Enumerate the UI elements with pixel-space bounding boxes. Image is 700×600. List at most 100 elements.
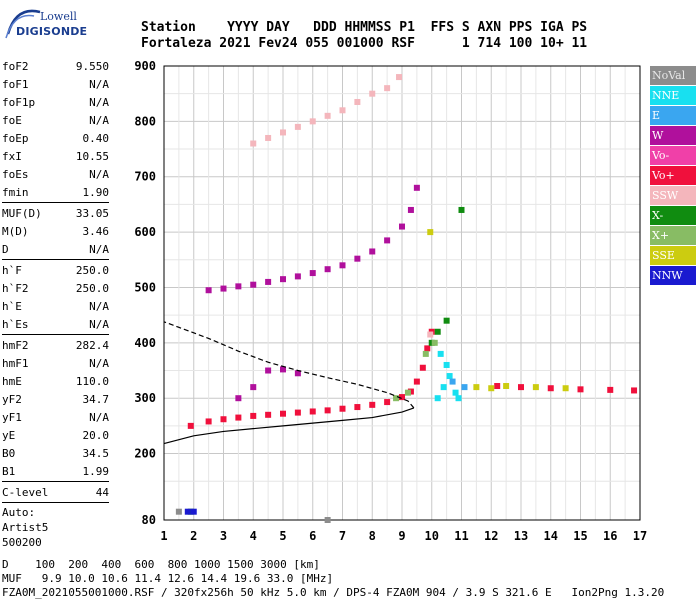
x-tick-label: 12: [484, 529, 498, 543]
param-row: h`E N/A: [2, 298, 109, 316]
y-tick-label: 700: [134, 170, 156, 184]
param-row: yF2 34.7: [2, 391, 109, 409]
data-point-vo-: [250, 412, 257, 419]
param-value: 3.46: [82, 225, 110, 238]
data-point-vo-: [280, 410, 286, 417]
data-point-vo-: [235, 414, 242, 421]
param-row: h`Es N/A: [2, 316, 109, 334]
y-tick-label: 900: [134, 59, 156, 73]
data-point-x-: [458, 206, 465, 213]
data-point-ssw: [280, 129, 286, 136]
data-point-ssw: [294, 123, 301, 130]
data-point-vo-: [631, 387, 638, 394]
data-point-nne: [440, 384, 447, 391]
data-point-w: [354, 255, 361, 262]
data-point-sse: [562, 385, 569, 392]
plot-frame: [163, 65, 641, 521]
param-value: N/A: [89, 168, 109, 181]
footer-line3: FZA0M_2021055001000.RSF / 320fx256h 50 k…: [2, 586, 665, 599]
param-key: foF1: [2, 78, 29, 91]
x-tick-label: 9: [398, 529, 405, 543]
data-point-nne: [434, 395, 441, 402]
data-point-w: [324, 266, 331, 273]
data-point-w: [294, 370, 301, 377]
param-row: foF2 9.550: [2, 58, 109, 76]
data-point-nnw: [190, 508, 197, 515]
legend: NoVal NNE E W Vo- Vo+ SSW X- X+ SSE NNW: [650, 66, 696, 286]
data-point-ssw: [265, 134, 272, 141]
y-tick-label: 800: [134, 114, 156, 128]
x-tick-label: 2: [190, 529, 197, 543]
param-divider: [2, 334, 109, 335]
data-point-sse: [473, 384, 480, 391]
param-value: 282.4: [75, 339, 109, 352]
param-value: 250.0: [75, 282, 109, 295]
param-row: hmE 110.0: [2, 373, 109, 391]
param-value: 1.99: [82, 465, 110, 478]
header: Station YYYY DAY DDD HHMMSS P1 FFS S AXN…: [141, 20, 587, 52]
param-value: 34.7: [82, 393, 110, 406]
param-value: 9.550: [75, 60, 109, 73]
legend-item-w: W: [650, 126, 696, 145]
param-value: N/A: [89, 96, 109, 109]
data-point-sse: [532, 384, 539, 391]
data-point-vo-: [518, 384, 524, 391]
y-tick-label: 400: [134, 336, 156, 350]
profile-curve-dashed: [163, 321, 415, 409]
data-point-ssw: [384, 85, 391, 92]
data-point-w: [235, 395, 242, 402]
y-tick-label: 500: [134, 280, 156, 294]
logo: Lowell DIGISONDE: [4, 4, 87, 44]
data-point-w: [220, 285, 227, 292]
param-value: 33.05: [75, 207, 109, 220]
x-tick-label: 15: [573, 529, 587, 543]
footer: D 100 200 400 600 800 1000 1500 3000 [km…: [2, 558, 664, 600]
data-point-w: [280, 366, 286, 373]
data-point-vo-: [413, 378, 420, 385]
data-point-w: [309, 270, 316, 277]
x-tick-label: 11: [454, 529, 468, 543]
param-key: yE: [2, 429, 16, 442]
param-key: M(D): [2, 225, 29, 238]
legend-item-nnw: NNW: [650, 266, 696, 285]
x-tick-label: 17: [633, 529, 647, 543]
param-value: 44: [95, 486, 109, 499]
data-point-e: [449, 378, 456, 385]
data-point-vo-: [424, 345, 431, 352]
param-key: foEp: [2, 132, 29, 145]
header-line1: Station YYYY DAY DDD HHMMSS P1 FFS S AXN…: [141, 20, 588, 35]
data-point-w: [294, 273, 301, 280]
data-point-w: [265, 367, 272, 374]
data-point-ssw: [427, 331, 434, 338]
param-key: C-level: [2, 486, 49, 499]
x-tick-label: 5: [279, 529, 286, 543]
y-tick-label: 200: [134, 447, 156, 461]
param-key: D: [2, 243, 9, 256]
param-row: M(D) 3.46: [2, 223, 109, 241]
data-point-sse: [427, 229, 434, 236]
param-key: fxI: [2, 150, 22, 163]
logo-line1: Lowell: [40, 10, 77, 23]
auto-line: 500200: [2, 536, 42, 549]
x-tick-label: 14: [544, 529, 558, 543]
param-key: hmE: [2, 375, 22, 388]
data-point-ssw: [250, 140, 257, 147]
data-point-noval: [324, 517, 331, 523]
data-point-w: [250, 281, 257, 288]
data-point-vo-: [205, 418, 212, 425]
x-tick-label: 4: [250, 529, 257, 543]
param-value: N/A: [89, 300, 109, 313]
data-point-ssw: [309, 118, 316, 125]
param-key: h`F2: [2, 282, 29, 295]
x-tick-label: 13: [514, 529, 528, 543]
param-value: 1.90: [82, 186, 110, 199]
param-key: B1: [2, 465, 16, 478]
x-tick-label: 16: [603, 529, 617, 543]
data-point-vo-: [419, 364, 426, 371]
param-value: 250.0: [75, 264, 109, 277]
param-row: foF1 N/A: [2, 76, 109, 94]
data-point-nne: [455, 395, 462, 402]
footer-line1: D 100 200 400 600 800 1000 1500 3000 [km…: [2, 558, 320, 571]
legend-item-nne: NNE: [650, 86, 696, 105]
param-value: 110.0: [75, 375, 109, 388]
